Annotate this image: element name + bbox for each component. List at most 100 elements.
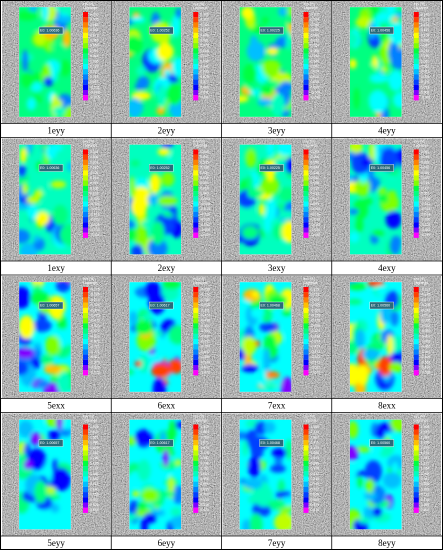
- field-blob: [388, 40, 400, 64]
- colorbar-label: -0.721: [90, 345, 100, 349]
- field-blob: [241, 225, 259, 240]
- field-blob: [50, 503, 60, 513]
- colorbar-label: 0.032: [421, 166, 430, 170]
- colorbar-label: -0.011: [421, 202, 430, 206]
- colorbar-label: -0.030: [421, 218, 431, 222]
- field-blob: [370, 73, 389, 83]
- field-blob: [30, 291, 50, 305]
- colorbar-swatch: [413, 32, 419, 38]
- field-blob: [134, 360, 142, 367]
- colorbar-swatch: [83, 339, 88, 345]
- legend-title: Lagrange: [414, 143, 428, 147]
- caption: 2exy: [158, 263, 176, 273]
- field-blob: [55, 15, 71, 23]
- strain-field: [129, 282, 182, 392]
- field-blob: [170, 507, 182, 517]
- colorbar-swatch: [83, 354, 88, 360]
- colorbar-swatch: [413, 476, 419, 482]
- colorbar-label: 0.078: [421, 49, 430, 53]
- colorbar-label: 0.036: [90, 155, 99, 159]
- colorbar-label: 1.383: [200, 456, 209, 460]
- colorbar-swatch: [413, 307, 419, 313]
- colorbar-swatch: [413, 481, 419, 487]
- colorbar-swatch: [83, 95, 88, 101]
- strain-field: [19, 419, 71, 530]
- colorbar-swatch: [193, 339, 199, 345]
- colorbar-swatch: [83, 154, 88, 160]
- field-blob: [19, 420, 34, 438]
- field-blob: [135, 224, 148, 249]
- readout-box: [38, 301, 64, 310]
- colorbar-label: 0.020: [421, 176, 430, 180]
- legend-title: eyy [%] -: [83, 414, 96, 418]
- field-blob: [241, 440, 249, 457]
- colorbar-swatch: [303, 429, 309, 435]
- colorbar-label: -0.241: [421, 308, 431, 312]
- colorbar-swatch: [83, 159, 88, 166]
- field-blobs: [19, 7, 71, 117]
- colorbar-label: -0.024: [311, 223, 321, 227]
- field-blob: [395, 11, 402, 19]
- field-blob: [349, 231, 360, 243]
- readout-box: [38, 164, 64, 172]
- colorbar-label: 0.066: [90, 38, 99, 42]
- field-blob: [162, 449, 170, 467]
- colorbar-swatch: [193, 313, 199, 319]
- field-blob: [262, 306, 273, 325]
- readout: E0: 1.00636: [40, 166, 59, 170]
- specimen-outline: [349, 281, 402, 393]
- colorbar-label: -0.005: [421, 197, 431, 201]
- colorbar-label: -0.025: [200, 218, 210, 222]
- colorbar-label: 0.081: [90, 28, 99, 32]
- colorbar-swatch: [193, 206, 199, 212]
- field-blob: [285, 322, 292, 344]
- field-blob: [266, 144, 275, 157]
- colorbar-swatch: [193, 74, 199, 80]
- colorbar-label: 0.041: [200, 155, 209, 159]
- colorbar-swatch: [83, 359, 88, 365]
- strain-field: [19, 7, 71, 117]
- colorbar-swatch: [193, 84, 199, 90]
- colorbar-label: 0.840: [90, 487, 99, 491]
- colorbar-label: 0.772: [421, 493, 430, 497]
- field-blob: [62, 29, 71, 49]
- colorbar-label: 0.030: [200, 166, 209, 170]
- colorbar-swatch: [413, 27, 419, 33]
- caption: 6eyy: [158, 538, 176, 548]
- specimen-outline: [239, 281, 292, 393]
- field-blob: [19, 347, 34, 359]
- legend-title: Lagrange: [304, 6, 318, 10]
- colorbar-swatch: [193, 12, 199, 18]
- field-blob: [55, 282, 71, 293]
- field-blob: [281, 220, 292, 244]
- colorbar-swatch: [413, 497, 419, 503]
- field-blob: [57, 314, 67, 334]
- colorbar-swatch: [303, 43, 309, 49]
- colorbar-label: 0.829: [421, 487, 430, 491]
- colorbar-swatch: [303, 69, 309, 75]
- field-blobs: [19, 144, 71, 255]
- colorbar-swatch: [303, 471, 309, 477]
- colorbar-label: 1.054: [421, 467, 430, 471]
- colorbar-swatch: [83, 191, 88, 197]
- colorbar-label: -0.369: [421, 329, 431, 333]
- colorbar-swatch: [193, 349, 199, 355]
- colorbar-swatch: [193, 227, 199, 233]
- field-blob: [282, 309, 292, 316]
- colorbar-swatch: [413, 486, 419, 493]
- colorbar-swatch: [83, 333, 88, 339]
- colorbar-label: 0.035: [200, 160, 209, 164]
- colorbar-label: 0.017: [421, 85, 430, 89]
- colorbar-label: -0.041: [200, 233, 210, 237]
- readout-box: [149, 301, 174, 310]
- legend-title: exx [%] -: [83, 277, 96, 281]
- colorbar-swatch: [413, 58, 419, 64]
- field-blob: [261, 16, 269, 25]
- colorbar-swatch: [83, 434, 88, 441]
- readout-box: [369, 439, 394, 447]
- colorbar-swatch: [83, 12, 88, 18]
- field-blob: [129, 513, 139, 521]
- field-blob: [135, 82, 144, 91]
- colorbar-label: -0.564: [200, 329, 210, 333]
- colorbar-swatch: [83, 445, 88, 451]
